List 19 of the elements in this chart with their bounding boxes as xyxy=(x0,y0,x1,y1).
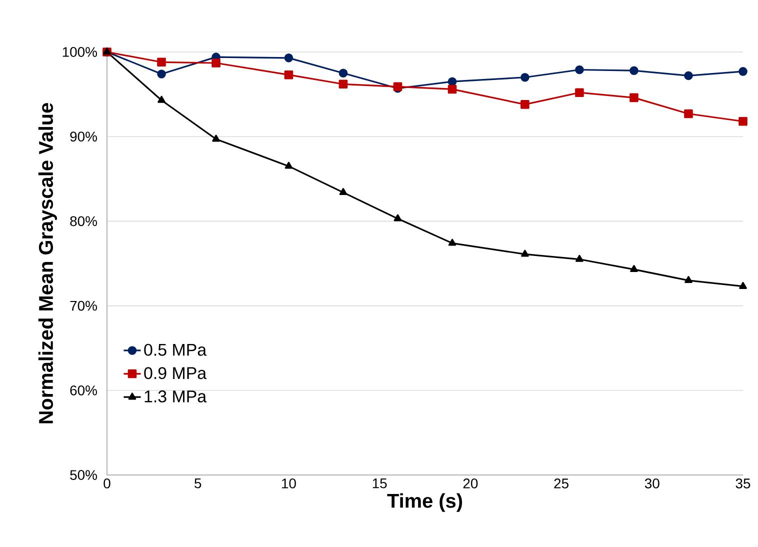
x-axis-title: Time (s) xyxy=(387,493,462,512)
legend-label: 1.3 MPa xyxy=(144,390,207,402)
y-tick-label: 90% xyxy=(70,132,97,142)
y-tick-label: 60% xyxy=(70,385,97,396)
y-tick-label: 80% xyxy=(70,216,97,226)
x-tick-label: 30 xyxy=(644,478,660,488)
y-tick-label: 70% xyxy=(70,300,97,311)
x-tick-label: 35 xyxy=(736,478,750,488)
y-axis-title: Normalized Mean Grayscale Value xyxy=(38,103,57,424)
y-tick-label: 100% xyxy=(62,47,97,57)
y-tick-label: 50% xyxy=(70,470,97,480)
x-tick-label: 20 xyxy=(463,478,478,488)
x-tick-label: 5 xyxy=(194,478,202,488)
x-tick-label: 15 xyxy=(372,478,387,488)
x-tick-label: 0 xyxy=(104,478,110,488)
legend-label: 0.5 MPa xyxy=(144,344,207,356)
legend-label: 0.9 MPa xyxy=(144,367,207,380)
x-tick-label: 25 xyxy=(554,478,568,488)
x-tick-label: 10 xyxy=(282,478,296,488)
